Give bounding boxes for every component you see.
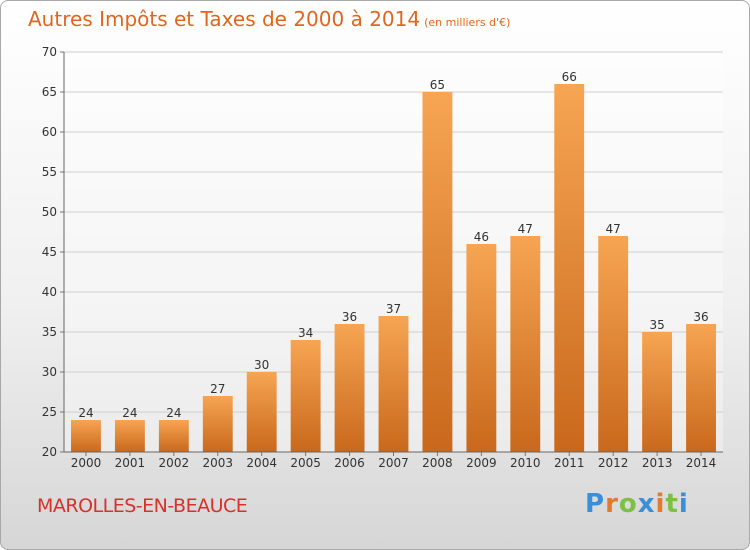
data-label-2014: 36 — [693, 310, 708, 324]
bar-2002 — [158, 420, 189, 452]
bar-2000 — [71, 420, 101, 452]
data-label-2000: 24 — [78, 406, 93, 420]
y-tick-label: 35 — [42, 325, 57, 339]
logo-letter: t — [665, 489, 679, 519]
y-tick-label: 55 — [42, 165, 57, 179]
bar-2014 — [686, 324, 716, 452]
data-label-2006: 36 — [342, 310, 357, 324]
bar-2004 — [246, 372, 277, 452]
bar-2003 — [202, 396, 233, 452]
data-label-2001: 24 — [122, 406, 137, 420]
x-tick-label-2004: 2004 — [246, 456, 277, 470]
proxiti-logo: Proxiti — [585, 489, 689, 519]
x-tick-label-2013: 2013 — [642, 456, 673, 470]
x-tick-label-2001: 2001 — [115, 456, 146, 470]
chart-title-main: Autres Impôts et Taxes de 2000 à 2014 — [28, 7, 421, 31]
logo-letter: i — [678, 489, 689, 519]
x-tick-label-2014: 2014 — [686, 456, 717, 470]
data-label-2003: 27 — [210, 382, 225, 396]
logo-letter: r — [605, 489, 619, 519]
data-label-2011: 66 — [562, 70, 577, 84]
x-tick-label-2003: 2003 — [202, 456, 233, 470]
bar-2008 — [422, 92, 453, 452]
y-tick-label: 30 — [42, 365, 57, 379]
y-tick-label: 25 — [42, 405, 57, 419]
bar-2001 — [114, 420, 145, 452]
logo-letter: x — [637, 489, 656, 519]
y-tick-label: 40 — [42, 285, 57, 299]
y-tick-label: 20 — [42, 445, 57, 459]
data-label-2007: 37 — [386, 302, 401, 316]
bar-2011 — [554, 84, 585, 452]
logo-letter: P — [585, 489, 606, 519]
x-tick-label-2007: 2007 — [378, 456, 409, 470]
chart-title: Autres Impôts et Taxes de 2000 à 2014 (en… — [28, 7, 510, 31]
bar-2007 — [378, 316, 409, 452]
bar-2005 — [290, 340, 321, 452]
x-tick-label-2010: 2010 — [510, 456, 541, 470]
data-label-2008: 65 — [430, 78, 445, 92]
x-tick-label-2012: 2012 — [598, 456, 629, 470]
data-label-2012: 47 — [606, 222, 621, 236]
bar-2012 — [598, 236, 629, 452]
bar-2009 — [466, 244, 497, 452]
city-name: MAROLLES-EN-BEAUCE — [37, 495, 248, 517]
data-label-2002: 24 — [166, 406, 181, 420]
x-tick-label-2002: 2002 — [159, 456, 190, 470]
data-label-2005: 34 — [298, 326, 313, 340]
y-tick-label: 60 — [42, 125, 57, 139]
x-tick-label-2009: 2009 — [466, 456, 497, 470]
data-label-2013: 35 — [649, 318, 664, 332]
y-tick-label: 45 — [42, 245, 57, 259]
bar-2010 — [510, 236, 541, 452]
x-tick-label-2000: 2000 — [71, 456, 102, 470]
data-label-2010: 47 — [518, 222, 533, 236]
data-label-2004: 30 — [254, 358, 269, 372]
y-tick-label: 70 — [42, 45, 57, 59]
logo-letter: o — [618, 489, 638, 519]
x-tick-label-2011: 2011 — [554, 456, 585, 470]
x-tick-label-2008: 2008 — [422, 456, 453, 470]
bar-2006 — [334, 324, 365, 452]
bar-2013 — [642, 332, 673, 452]
data-label-2009: 46 — [474, 230, 489, 244]
x-tick-label-2006: 2006 — [334, 456, 365, 470]
y-tick-label: 50 — [42, 205, 57, 219]
logo-letter: i — [655, 489, 666, 519]
y-tick-label: 65 — [42, 85, 57, 99]
chart-title-unit: (en milliers d'€) — [424, 16, 511, 29]
x-tick-label-2005: 2005 — [290, 456, 321, 470]
